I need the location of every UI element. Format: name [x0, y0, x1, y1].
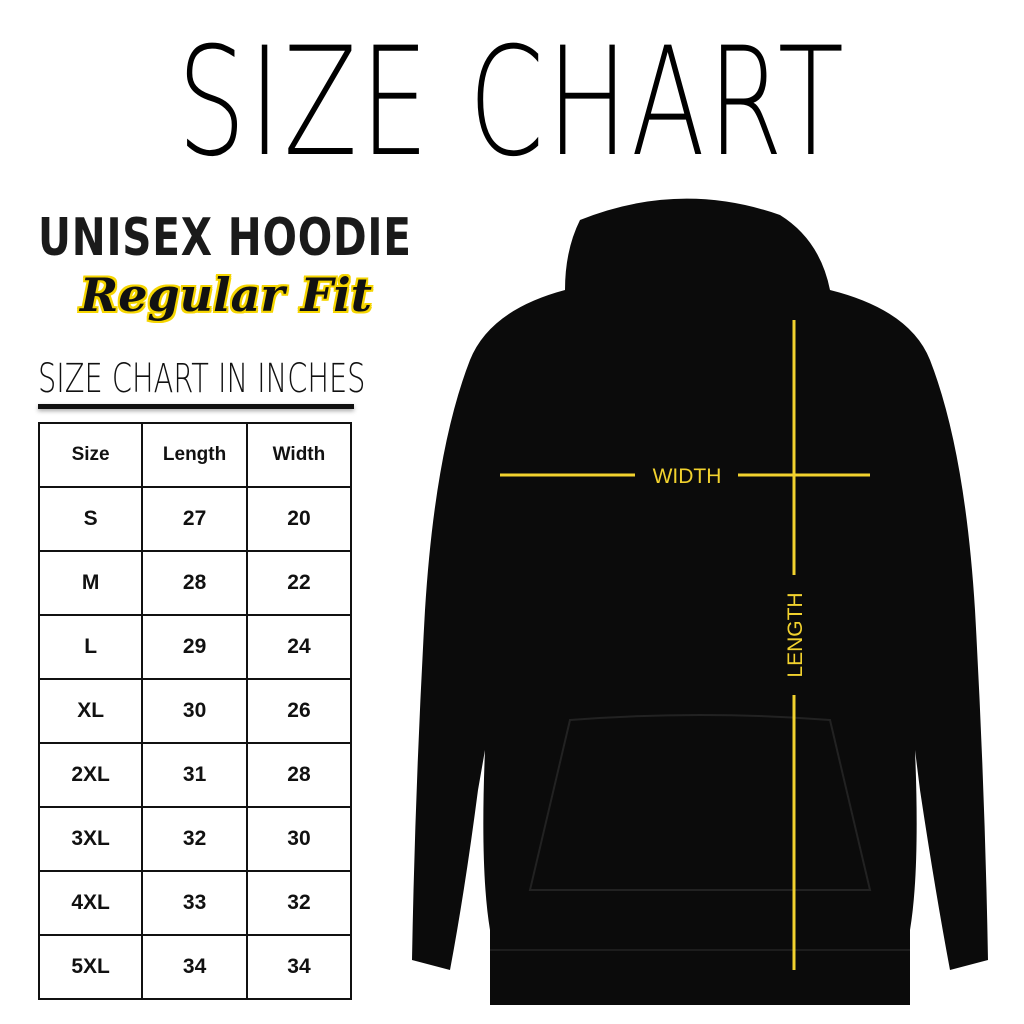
cell-length: 30: [141, 678, 248, 744]
cell-size: 2XL: [37, 742, 144, 808]
table-row: M 28 22: [37, 550, 353, 616]
cell-size: 3XL: [37, 806, 144, 872]
product-name: UNISEX HOODIE: [38, 208, 412, 268]
cell-size: M: [37, 550, 144, 616]
unit-heading: SIZE CHART IN INCHES: [38, 356, 366, 402]
cell-length: 31: [141, 742, 248, 808]
table-row: 5XL 34 34: [37, 934, 353, 1000]
cell-size: L: [37, 614, 144, 680]
header-width: Width: [245, 422, 353, 488]
cell-size: 5XL: [37, 934, 144, 1000]
table-row: 4XL 33 32: [37, 870, 353, 936]
cell-size: 4XL: [37, 870, 144, 936]
table-row: L 29 24: [37, 614, 353, 680]
table-row: XL 30 26: [37, 678, 353, 744]
hoodie-pocket-outline: [528, 714, 872, 891]
width-label: WIDTH: [653, 465, 722, 488]
cell-length: 27: [141, 486, 248, 552]
table-row: S 27 20: [37, 486, 353, 552]
header-length: Length: [141, 422, 248, 488]
length-label: LENGTH: [784, 592, 807, 677]
cell-width: 24: [245, 614, 353, 680]
cell-length: 34: [141, 934, 248, 1000]
size-table: Size Length Width S 27 20 M 28 22 L 29 24 XL 30 26 2…: [37, 422, 353, 1000]
cell-width: 28: [245, 742, 353, 808]
page-title: SIZE CHART: [177, 16, 847, 190]
cell-length: 29: [141, 614, 248, 680]
cell-width: 22: [245, 550, 353, 616]
cell-width: 34: [245, 934, 353, 1000]
cell-width: 30: [245, 806, 353, 872]
cell-length: 32: [141, 806, 248, 872]
cell-length: 28: [141, 550, 248, 616]
table-row: 3XL 32 30: [37, 806, 353, 872]
cell-width: 26: [245, 678, 353, 744]
cell-width: 32: [245, 870, 353, 936]
cell-size: S: [37, 486, 144, 552]
hoodie-diagram: WIDTH LENGTH: [412, 198, 988, 1005]
fit-label: Regular Fit: [80, 268, 373, 322]
table-row: 2XL 31 28: [37, 742, 353, 808]
table-header-row: Size Length Width: [37, 422, 353, 488]
hoodie-body: [412, 198, 988, 1005]
cell-size: XL: [37, 678, 144, 744]
cell-length: 33: [141, 870, 248, 936]
heading-underline: [38, 404, 354, 409]
header-size: Size: [37, 422, 144, 488]
cell-width: 20: [245, 486, 353, 552]
